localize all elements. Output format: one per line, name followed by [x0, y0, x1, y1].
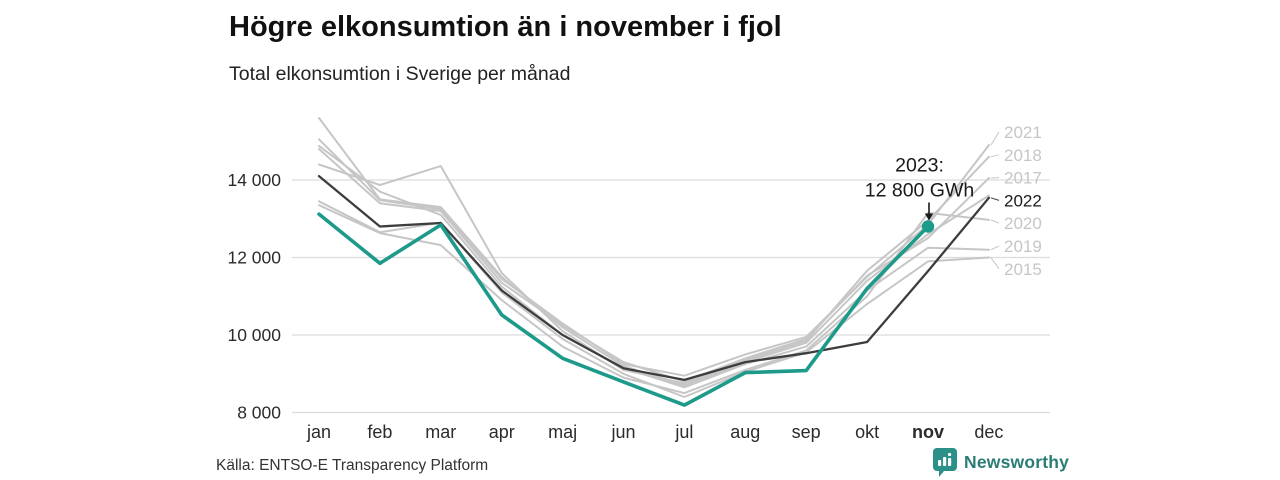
x-tick-sep: sep [792, 422, 821, 442]
year-label-2019: 2019 [1004, 237, 1042, 256]
series-line-2016 [318, 117, 990, 387]
y-tick-8000: 8 000 [237, 403, 281, 423]
annotation-arrow-head [924, 213, 934, 221]
series-line-2023 [317, 212, 930, 407]
year-label-leader-2020 [990, 219, 1000, 224]
brand-name: Newsworthy [964, 452, 1070, 472]
y-tick-14000: 14 000 [227, 170, 281, 190]
year-label-leader-2018 [990, 154, 1000, 158]
newsworthy-bubble-chart-icon [933, 448, 957, 477]
year-label-2022: 2022 [1004, 191, 1042, 210]
x-tick-okt: okt [855, 422, 879, 442]
x-tick-jul: jul [674, 422, 693, 442]
year-label-2020: 2020 [1004, 214, 1042, 233]
year-label-leader-2015 [990, 257, 1000, 270]
year-label-2017: 2017 [1004, 169, 1042, 188]
y-tick-10000: 10 000 [227, 325, 281, 345]
annotation-line-2: 12 800 GWh [865, 180, 974, 202]
series-line-2020 [318, 204, 990, 395]
highlight-dot [921, 220, 935, 233]
year-label-2021: 2021 [1004, 123, 1042, 142]
x-tick-mar: mar [425, 422, 456, 442]
series-line-2022 [317, 174, 991, 382]
series-line-2021 [318, 138, 990, 377]
annotation-line-1: 2023: [895, 155, 944, 177]
x-tick-dec: dec [974, 422, 1003, 442]
chart-header: Högre elkonsumtion än i november i fjol … [229, 0, 782, 86]
x-tick-maj: maj [548, 422, 577, 442]
year-label-leader-2019 [990, 245, 1000, 251]
year-label-leader-2022 [990, 197, 1000, 201]
x-tick-feb: feb [367, 422, 392, 442]
x-tick-apr: apr [489, 422, 515, 442]
year-label-leader-2021 [990, 131, 1000, 146]
year-label-2015: 2015 [1004, 260, 1042, 279]
year-label-2018: 2018 [1004, 146, 1042, 165]
year-label-leader-2017 [990, 177, 1000, 179]
y-tick-12000: 12 000 [227, 248, 281, 268]
x-tick-jan: jan [306, 422, 331, 442]
x-tick-nov: nov [912, 422, 944, 442]
x-tick-jun: jun [610, 422, 635, 442]
chart-subtitle: Total elkonsumtion i Sverige per månad [229, 63, 571, 85]
newsworthy-logo: Newsworthy [933, 448, 1069, 477]
series-line-2015 [318, 200, 990, 398]
source-note: Källa: ENTSO-E Transparency Platform [216, 457, 489, 474]
x-tick-aug: aug [730, 422, 760, 442]
chart-title: Högre elkonsumtion än i november i fjol [229, 11, 782, 43]
